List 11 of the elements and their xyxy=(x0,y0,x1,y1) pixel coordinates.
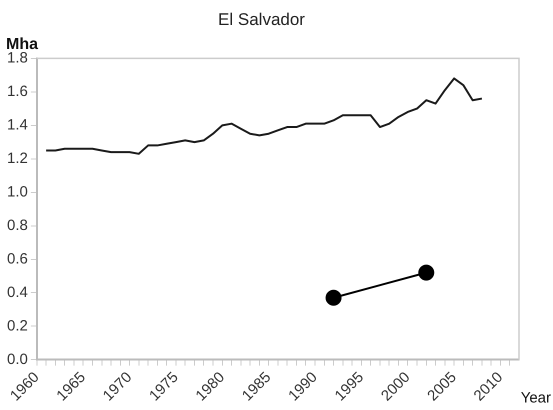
y-tick-label: 1.0 xyxy=(6,183,28,200)
y-tick-label: 0.8 xyxy=(6,216,28,234)
chart-title: El Salvador xyxy=(218,10,306,29)
x-axis-title: Year xyxy=(520,390,551,407)
y-tick-label: 1.4 xyxy=(6,116,28,134)
y-tick-label: 1.2 xyxy=(6,150,28,167)
y-tick-label: 1.6 xyxy=(6,83,28,100)
y-tick-label: 0.6 xyxy=(6,250,28,268)
y-tick-label: 0.2 xyxy=(6,317,28,334)
y-tick-label: 0.4 xyxy=(6,284,28,301)
y-tick-label: 0.0 xyxy=(6,350,28,368)
